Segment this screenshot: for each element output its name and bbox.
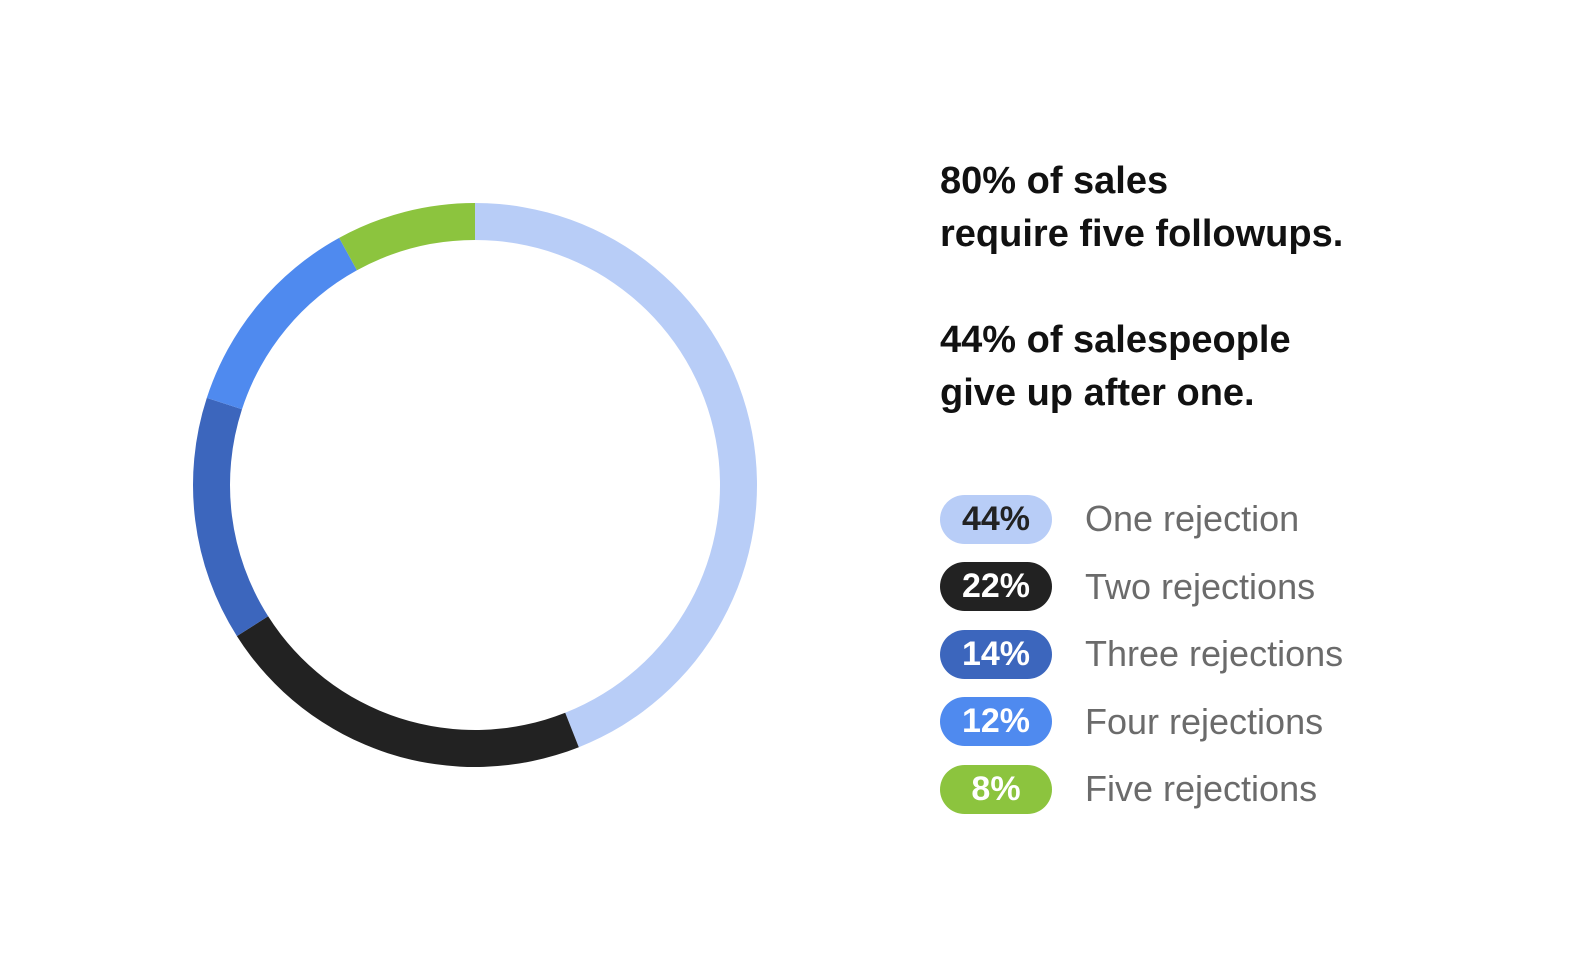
donut-slice-one-rejection	[475, 203, 757, 748]
donut-slice-four-rejections	[206, 237, 357, 410]
headline-followups-line-1: 80% of sales	[940, 160, 1169, 202]
donut-slice-five-rejections	[339, 203, 475, 271]
headline-give-up-line-1: 44% of salespeople	[940, 319, 1291, 361]
legend-item-four-rejections: 12% Four rejections	[940, 697, 1343, 747]
legend-badge-three-rejections: 14%	[940, 629, 1052, 679]
legend-label-four-rejections: Four rejections	[1085, 700, 1324, 742]
headline-give-up-line-2: give up after one.	[940, 372, 1255, 414]
legend-label-five-rejections: Five rejections	[1085, 768, 1318, 809]
legend-badge-two-rejections: 22%	[940, 562, 1052, 611]
headline-followups: 80% of sales require five followups.	[940, 155, 1343, 261]
legend-badge-one-rejection: 44%	[940, 494, 1052, 544]
legend-item-one-rejection: 44% One rejection	[940, 494, 1343, 544]
legend-badge-four-rejections: 12%	[940, 697, 1052, 746]
legend-item-three-rejections: 14% Three rejections	[940, 629, 1343, 679]
headline-give-up: 44% of salespeople give up after one.	[940, 314, 1291, 420]
legend-item-two-rejections: 22% Two rejections	[940, 562, 1343, 612]
legend-badge-five-rejections: 8%	[940, 764, 1052, 814]
legend-label-three-rejections: Three rejections	[1085, 633, 1344, 674]
legend-label-one-rejection: One rejection	[1085, 498, 1300, 539]
chart-legend: 44% One rejection 22% Two rejections 14%…	[940, 494, 1343, 832]
donut-slice-two-rejections	[236, 616, 579, 767]
legend-label-two-rejections: Two rejections	[1085, 565, 1316, 607]
donut-slice-three-rejections	[193, 397, 269, 637]
legend-item-five-rejections: 8% Five rejections	[940, 764, 1343, 814]
headline-followups-line-2: require five followups.	[940, 213, 1344, 255]
